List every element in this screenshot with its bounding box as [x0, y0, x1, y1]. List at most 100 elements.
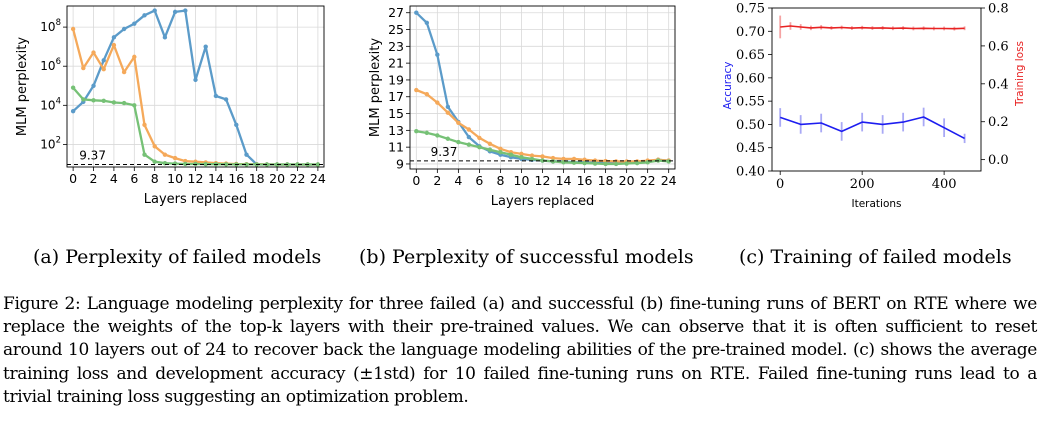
data-point-orange: [529, 153, 535, 158]
data-point-orange: [111, 42, 117, 48]
data-point-green: [666, 159, 671, 164]
data-point-green: [613, 161, 619, 167]
x-tick-label: 14: [208, 171, 224, 186]
y-tick-label: 0.50: [736, 118, 765, 133]
x-tick-label: 10: [167, 171, 183, 186]
data-point-green: [571, 160, 577, 165]
x-tick-label: 12: [535, 173, 551, 188]
data-point-green: [183, 161, 188, 167]
series-line-loss: [780, 25, 965, 30]
data-point-orange: [132, 54, 137, 60]
data-point-green: [101, 98, 106, 104]
x-tick-label: 20: [269, 171, 285, 186]
x-tick-label: 0: [776, 177, 784, 192]
data-point-orange: [466, 127, 472, 132]
data-point-orange: [81, 65, 86, 71]
x-tick-label: 2: [90, 171, 98, 186]
x-tick-label: 14: [556, 173, 572, 188]
data-point-green: [132, 103, 137, 108]
data-point-green: [81, 97, 86, 102]
data-point-blue: [203, 44, 208, 49]
x-tick-label: 24: [310, 171, 326, 186]
data-point-orange: [540, 154, 545, 159]
data-point-blue: [70, 108, 76, 114]
data-point-blue: [435, 52, 440, 57]
data-point-orange: [91, 50, 96, 55]
data-point-blue: [132, 21, 137, 26]
y-axis-label: MLM perplexity: [368, 38, 383, 137]
data-point-orange: [456, 120, 461, 125]
y-tick-label: 102: [40, 135, 61, 151]
data-point-green: [414, 128, 419, 134]
data-point-blue: [183, 8, 188, 13]
x-tick-label: 10: [514, 173, 530, 188]
data-point-orange: [121, 69, 127, 75]
data-point-green: [142, 152, 147, 157]
data-point-orange: [424, 92, 430, 97]
data-point-green: [91, 98, 96, 103]
data-point-green: [477, 144, 482, 150]
data-point-green: [121, 100, 127, 106]
subcaption-a: (a) Perplexity of failed models: [33, 246, 322, 268]
y2-axis-label: Training loss: [1014, 41, 1026, 107]
figure-caption: Figure 2: Language modeling perplexity f…: [3, 293, 1037, 409]
subcaption-c: (c) Training of failed models: [739, 246, 1012, 268]
x-tick-label: 20: [619, 173, 635, 188]
data-point-orange: [414, 87, 419, 93]
y-tick-label: 27: [388, 5, 404, 20]
plot-frame: [66, 5, 325, 168]
x-tick-label: 18: [598, 173, 614, 188]
data-point-green: [435, 133, 440, 138]
data-point-green: [603, 161, 608, 167]
data-point-blue: [101, 58, 106, 63]
x-tick-label: 22: [640, 173, 656, 188]
data-point-orange: [477, 135, 482, 141]
data-point-green: [519, 155, 524, 160]
data-point-orange: [561, 156, 566, 162]
x-tick-label: 16: [577, 173, 593, 188]
data-point-green: [466, 142, 472, 147]
data-point-orange: [152, 144, 157, 149]
data-point-blue: [234, 122, 239, 128]
data-point-orange: [550, 155, 556, 161]
data-point-green: [582, 160, 587, 166]
y-tick-label: 0.75: [736, 2, 765, 17]
data-point-orange: [172, 155, 178, 161]
data-point-orange: [142, 122, 147, 128]
data-point-green: [111, 100, 117, 105]
x-tick-label: 16: [228, 171, 244, 186]
y-tick-label: 0.70: [736, 25, 765, 40]
y-tick-label: 0.40: [736, 165, 765, 180]
data-point-blue: [91, 83, 96, 88]
y-tick-label: 104: [40, 96, 61, 112]
data-point-green: [550, 159, 556, 164]
subcaption-b: (b) Perplexity of successful models: [359, 246, 694, 268]
data-point-blue: [152, 8, 157, 13]
figure-label: Figure 2:: [3, 294, 81, 314]
y2-tick-label: 0.2: [988, 115, 1009, 130]
y-tick-label: 13: [388, 123, 404, 138]
x-tick-label: 8: [151, 171, 159, 186]
y-tick-label: 9: [396, 156, 404, 171]
data-point-blue: [121, 26, 127, 32]
x-tick-label: 24: [661, 173, 677, 188]
x-tick-label: 0: [69, 171, 77, 186]
x-tick-label: 6: [130, 171, 138, 186]
x-axis-label: Iterations: [851, 198, 901, 210]
data-point-blue: [445, 104, 451, 110]
series-line-acc: [779, 116, 965, 140]
y-tick-label: 17: [388, 89, 404, 104]
y2-tick-label: 0.8: [988, 2, 1009, 17]
y2-tick-label: 0.6: [988, 39, 1009, 54]
y-tick-label: 25: [388, 22, 404, 37]
data-point-green: [295, 162, 300, 167]
x-tick-label: 4: [110, 171, 118, 186]
data-point-orange: [162, 152, 168, 157]
data-point-blue: [223, 97, 229, 102]
x-tick-label: 8: [496, 173, 504, 188]
data-point-orange: [487, 141, 493, 146]
y-axis-label: Accuracy: [722, 62, 734, 110]
data-point-green: [498, 149, 503, 155]
x-tick-label: 22: [290, 171, 306, 186]
plot-frame: [409, 5, 676, 170]
